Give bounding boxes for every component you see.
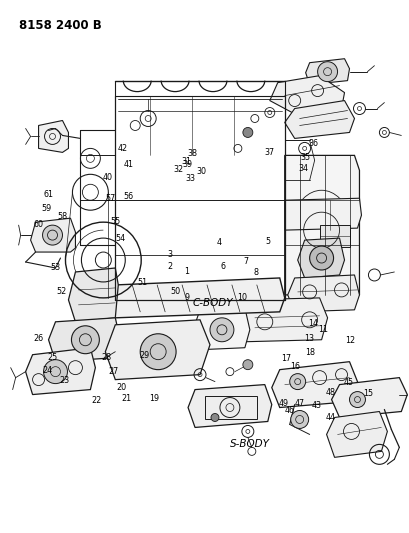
Circle shape: [309, 246, 333, 270]
Polygon shape: [287, 275, 359, 312]
Text: 48: 48: [325, 389, 335, 398]
Text: 29: 29: [139, 351, 149, 360]
Text: 61: 61: [44, 190, 54, 199]
Text: 35: 35: [299, 153, 310, 162]
Text: 15: 15: [362, 390, 373, 399]
Polygon shape: [188, 385, 271, 427]
Text: 50: 50: [170, 287, 180, 296]
Circle shape: [209, 318, 233, 342]
Text: 2: 2: [167, 262, 173, 271]
Text: 51: 51: [137, 278, 148, 287]
Bar: [204, 395, 256, 419]
Text: 59: 59: [41, 204, 52, 213]
Text: 13: 13: [303, 334, 313, 343]
Polygon shape: [297, 238, 344, 278]
Text: 37: 37: [264, 148, 274, 157]
Polygon shape: [326, 411, 387, 457]
Text: 8158 2400 B: 8158 2400 B: [18, 19, 101, 32]
Polygon shape: [193, 308, 249, 350]
Text: 1: 1: [184, 268, 189, 276]
Text: 32: 32: [173, 165, 183, 174]
Text: 42: 42: [117, 144, 127, 153]
Text: 49: 49: [278, 399, 288, 408]
Text: 6: 6: [220, 262, 225, 271]
Text: 31: 31: [181, 157, 191, 166]
Text: 4: 4: [216, 238, 221, 247]
Bar: [319, 225, 348, 247]
Text: 8: 8: [253, 269, 258, 277]
Text: 12: 12: [344, 336, 354, 345]
Text: 27: 27: [108, 367, 118, 376]
Text: 44: 44: [325, 414, 335, 422]
Circle shape: [242, 127, 252, 138]
Circle shape: [43, 360, 67, 384]
Polygon shape: [284, 156, 359, 295]
Text: 16: 16: [289, 362, 299, 371]
Text: 43: 43: [310, 401, 320, 410]
Text: S-BODY: S-BODY: [229, 439, 269, 449]
Circle shape: [289, 374, 305, 390]
Text: 7: 7: [243, 257, 248, 265]
Text: 38: 38: [187, 149, 196, 158]
Polygon shape: [269, 76, 344, 116]
Text: 47: 47: [294, 399, 304, 408]
Text: 39: 39: [182, 160, 192, 169]
Polygon shape: [237, 298, 327, 342]
Text: 41: 41: [123, 160, 133, 169]
Text: 21: 21: [121, 394, 131, 403]
Text: 55: 55: [110, 217, 121, 226]
Text: 56: 56: [123, 192, 133, 201]
Text: 11: 11: [318, 325, 328, 334]
Text: 40: 40: [103, 173, 112, 182]
Polygon shape: [331, 377, 406, 417]
Polygon shape: [110, 278, 284, 318]
Text: 17: 17: [280, 354, 290, 363]
Polygon shape: [68, 268, 118, 322]
Text: 14: 14: [308, 319, 317, 328]
Text: C-BODY: C-BODY: [192, 298, 233, 308]
Polygon shape: [48, 318, 120, 362]
Circle shape: [71, 326, 99, 354]
Text: 25: 25: [48, 353, 58, 362]
Text: 5: 5: [265, 237, 270, 246]
Text: 26: 26: [33, 334, 43, 343]
Text: 24: 24: [43, 366, 53, 375]
Text: 3: 3: [167, 251, 172, 260]
Text: 9: 9: [184, 293, 189, 302]
Text: 22: 22: [91, 396, 101, 405]
Text: 60: 60: [33, 220, 43, 229]
Circle shape: [348, 392, 364, 408]
Circle shape: [290, 410, 308, 429]
Text: 20: 20: [116, 383, 126, 392]
Text: 46: 46: [284, 407, 294, 416]
Text: 54: 54: [115, 235, 125, 244]
Polygon shape: [25, 348, 95, 394]
Text: 45: 45: [343, 378, 353, 387]
Text: 10: 10: [236, 293, 246, 302]
Polygon shape: [105, 320, 209, 379]
Text: 53: 53: [51, 263, 61, 272]
Polygon shape: [305, 59, 348, 85]
Circle shape: [140, 334, 176, 370]
Text: 58: 58: [58, 212, 68, 221]
Polygon shape: [271, 362, 357, 408]
Text: 57: 57: [105, 194, 115, 203]
Text: 19: 19: [148, 394, 159, 403]
Polygon shape: [38, 120, 68, 152]
Circle shape: [211, 414, 218, 422]
Polygon shape: [284, 101, 354, 139]
Text: 23: 23: [59, 376, 69, 385]
Circle shape: [317, 62, 337, 82]
Text: 33: 33: [185, 174, 195, 183]
Text: 18: 18: [305, 348, 315, 357]
Text: 52: 52: [56, 287, 66, 296]
Circle shape: [43, 225, 62, 245]
Text: 30: 30: [196, 167, 206, 176]
Circle shape: [242, 360, 252, 370]
Polygon shape: [31, 218, 75, 252]
Polygon shape: [284, 198, 361, 230]
Text: 34: 34: [298, 164, 308, 173]
Text: 28: 28: [101, 353, 111, 362]
Text: 36: 36: [308, 139, 317, 148]
